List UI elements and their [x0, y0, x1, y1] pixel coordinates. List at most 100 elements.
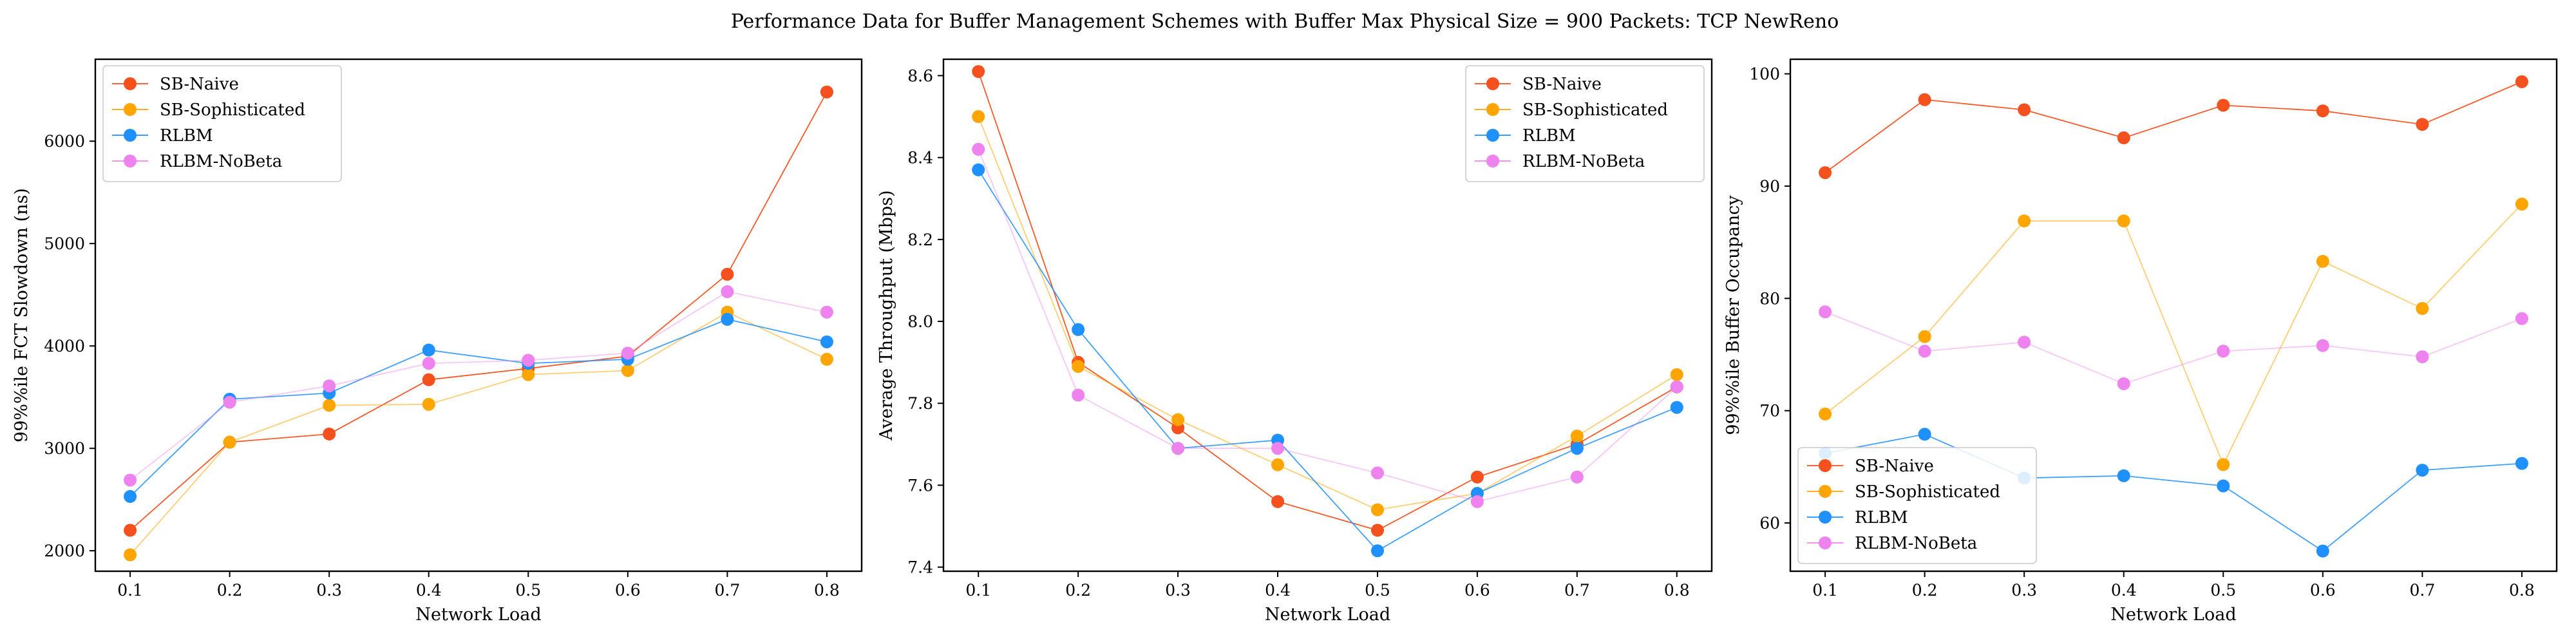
data-point-sb-naive	[2117, 131, 2130, 145]
data-point-sb-naive	[2515, 75, 2528, 88]
x-tick-label: 0.5	[515, 581, 541, 600]
data-point-sb-naive	[124, 524, 137, 537]
data-point-rlbm-nobeta	[1670, 380, 1683, 393]
legend-label: RLBM	[1522, 126, 1576, 146]
data-point-rlbm	[124, 489, 137, 503]
x-axis-label: Network Load	[415, 605, 541, 625]
series-line-rlbm-nobeta	[129, 290, 828, 481]
data-point-sb-sophisticated	[1271, 458, 1285, 471]
y-tick-label: 7.6	[907, 476, 933, 495]
series-line-sb-naive	[1824, 81, 2523, 173]
data-point-rlbm	[1072, 323, 1085, 336]
x-tick-label: 0.3	[2011, 581, 2037, 600]
series-line-rlbm	[129, 318, 828, 497]
data-point-sb-sophisticated	[223, 435, 236, 449]
x-tick-label: 0.5	[2210, 581, 2236, 600]
data-point-sb-naive	[2316, 104, 2329, 118]
data-point-rlbm-nobeta	[972, 142, 985, 156]
y-tick-label: 3000	[44, 439, 85, 458]
legend-label: RLBM-NoBeta	[1522, 152, 1645, 171]
y-tick-label: 80	[1759, 289, 1780, 308]
data-point-rlbm	[2316, 544, 2329, 558]
y-tick-label: 60	[1759, 514, 1780, 533]
x-tick-label: 0.1	[117, 581, 143, 600]
data-point-sb-sophisticated	[2515, 197, 2528, 211]
legend-marker	[1486, 129, 1499, 142]
data-point-sb-sophisticated	[972, 110, 985, 124]
x-tick-label: 0.4	[416, 581, 442, 600]
legend-label: RLBM	[160, 126, 213, 146]
legend-label: SB-Sophisticated	[1855, 482, 2000, 502]
data-point-rlbm-nobeta	[1918, 345, 1931, 358]
data-point-rlbm	[1918, 428, 1931, 441]
data-point-rlbm	[1570, 442, 1584, 455]
legend-box	[102, 65, 342, 182]
data-point-sb-sophisticated	[820, 352, 833, 366]
y-tick-label: 5000	[44, 234, 85, 253]
data-point-rlbm-nobeta	[2018, 336, 2031, 349]
legend-marker	[1486, 155, 1499, 167]
x-tick-label: 0.8	[2509, 581, 2535, 600]
series-line-sb-naive	[129, 91, 828, 531]
series-line-sb-naive	[978, 71, 1678, 531]
legend-label: RLBM-NoBeta	[1855, 534, 1977, 553]
y-axis-label: Average Throughput (Mbps)	[876, 190, 896, 440]
x-tick-label: 0.3	[1165, 581, 1191, 600]
data-point-rlbm-nobeta	[1470, 495, 1484, 508]
legend-marker	[1819, 459, 1832, 472]
x-tick-label: 0.7	[2409, 581, 2435, 600]
x-tick-label: 0.4	[2111, 581, 2137, 600]
data-point-sb-sophisticated	[1570, 430, 1584, 443]
data-point-sb-sophisticated	[2416, 302, 2429, 316]
x-tick-label: 0.6	[2310, 581, 2336, 600]
x-tick-label: 0.2	[217, 581, 243, 600]
legend-marker	[1819, 511, 1832, 524]
data-point-sb-sophisticated	[124, 548, 137, 562]
series-line-rlbm-nobeta	[978, 149, 1678, 502]
data-point-sb-naive	[721, 267, 734, 281]
data-point-rlbm-nobeta	[124, 473, 137, 487]
y-tick-label: 2000	[44, 542, 85, 560]
data-point-rlbm-nobeta	[2217, 345, 2230, 358]
data-point-sb-naive	[422, 373, 435, 386]
legend-label: SB-Naive	[1522, 75, 1602, 94]
data-point-rlbm-nobeta	[2117, 377, 2130, 390]
data-point-sb-sophisticated	[1171, 413, 1185, 426]
data-point-sb-naive	[972, 65, 985, 79]
legend-label: SB-Naive	[160, 75, 239, 94]
y-axis-label: 99%%ile Buffer Occupancy	[1723, 195, 1743, 435]
panel-buffer-occupancy: 0.1 0.2 0.3 0.4 0.5 0.6 0.7 0.8 60 70 80 90 100 Netwo…	[1723, 58, 2558, 625]
legend-marker	[1819, 536, 1832, 549]
data-point-sb-sophisticated	[621, 364, 634, 377]
data-point-sb-naive	[1271, 495, 1285, 508]
data-point-rlbm-nobeta	[522, 354, 535, 367]
y-tick-label: 7.4	[907, 558, 933, 577]
data-point-sb-naive	[2416, 118, 2429, 131]
series-line-rlbm-nobeta	[1824, 311, 2523, 384]
x-tick-label: 0.8	[814, 581, 840, 600]
y-tick-label: 70	[1759, 402, 1780, 421]
data-point-sb-naive	[1819, 166, 1832, 180]
axes-frame	[1789, 58, 2558, 573]
x-tick-label: 0.6	[1464, 581, 1490, 600]
x-tick-label: 0.1	[965, 581, 991, 600]
data-point-sb-sophisticated	[2316, 254, 2329, 268]
data-point-sb-sophisticated	[1819, 407, 1832, 421]
data-point-rlbm-nobeta	[1819, 305, 1832, 319]
data-point-rlbm	[721, 312, 734, 326]
y-tick-label: 8.2	[907, 231, 933, 249]
legend: SB-Naive SB-Sophisticated RLBM RLBM-NoBeta	[102, 65, 342, 182]
x-tick-label: 0.4	[1265, 581, 1291, 600]
series-line-sb-sophisticated	[978, 116, 1678, 511]
y-tick-label: 7.8	[907, 394, 933, 413]
legend-label: SB-Naive	[1855, 457, 1934, 476]
data-point-rlbm-nobeta	[621, 346, 634, 360]
y-axis-label: 99%%ile FCT Slowdown (ns)	[12, 188, 32, 442]
data-point-sb-sophisticated	[2018, 214, 2031, 228]
data-point-sb-naive	[1918, 93, 1931, 106]
data-point-rlbm	[2515, 457, 2528, 470]
data-point-sb-sophisticated	[1918, 330, 1931, 343]
data-point-rlbm-nobeta	[721, 285, 734, 298]
panel-throughput: 0.1 0.2 0.3 0.4 0.5 0.6 0.7 0.8 7.4 7.6 7.8 8.0 8.2 8…	[876, 58, 1713, 625]
legend: SB-Naive SB-Sophisticated RLBM RLBM-NoBeta	[1465, 65, 1705, 182]
